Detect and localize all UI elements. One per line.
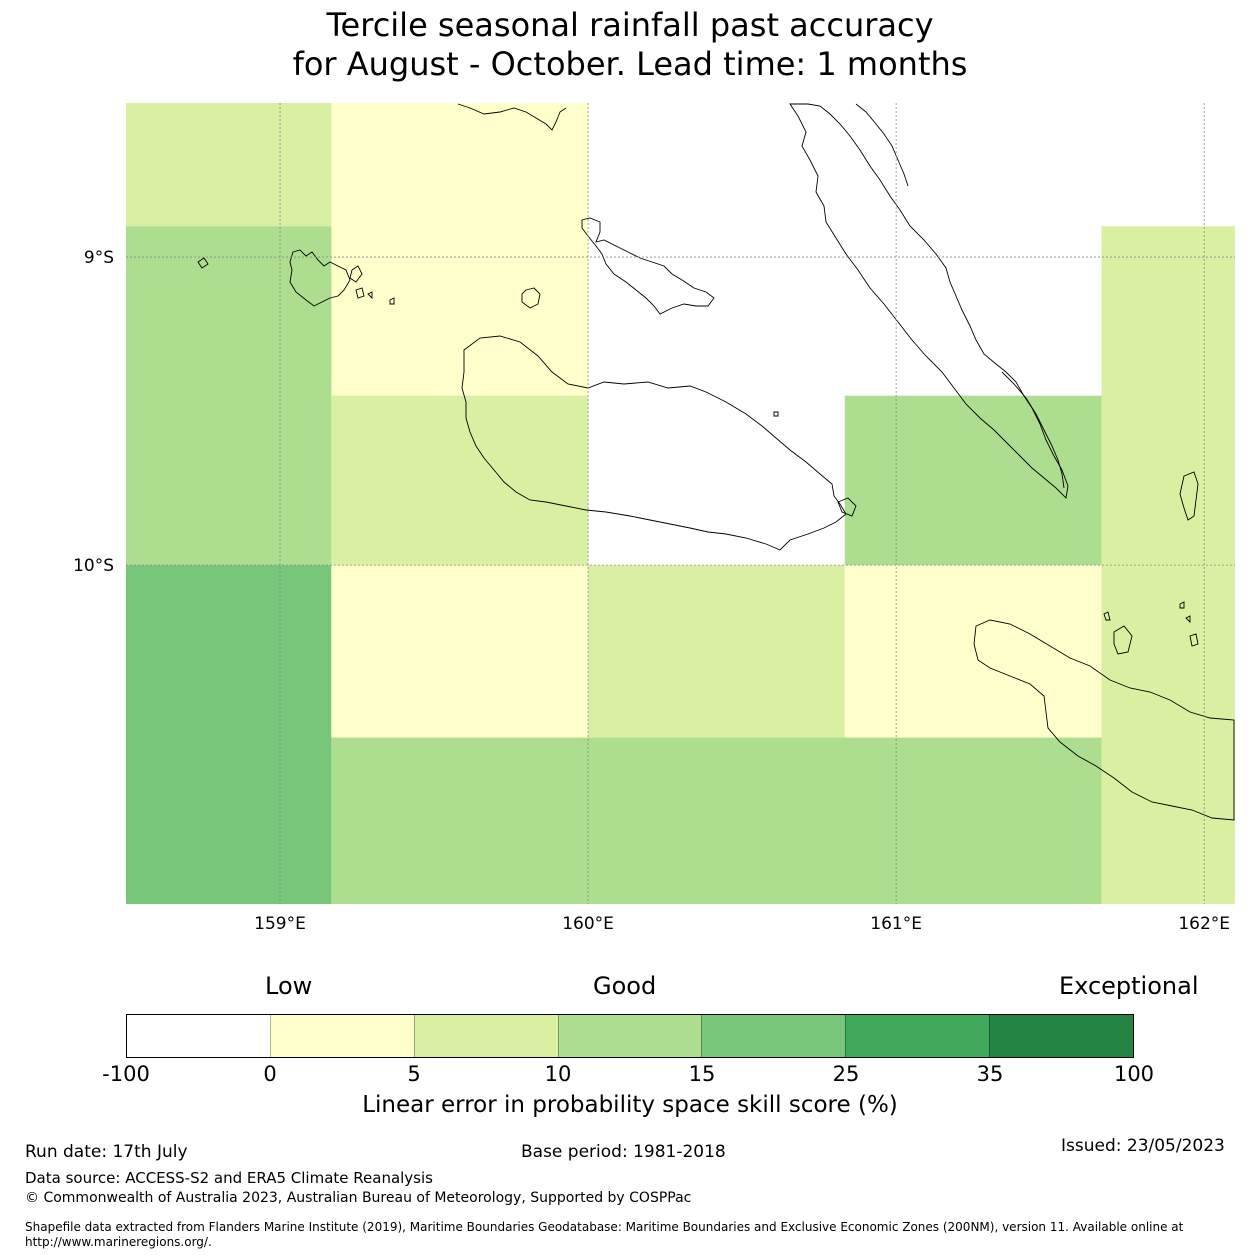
colorbar-tick-label: 25: [832, 1062, 860, 1086]
colorbar-tick-label: 0: [263, 1062, 277, 1086]
colorbar-title: Linear error in probability space skill …: [362, 1092, 898, 1118]
skill-cell: [331, 103, 589, 396]
map-figure: 159°E 160°E 161°E 162°E 9°S 10°S: [73, 103, 1235, 934]
colorbar-swatch: [701, 1015, 846, 1057]
colorbar-swatch: [989, 1015, 1134, 1057]
skill-cell: [844, 565, 1102, 738]
coastline-malaita: [789, 103, 1069, 499]
copyright: © Commonwealth of Australia 2023, Austra…: [25, 1190, 692, 1206]
coastline-tiny-islet: [773, 411, 779, 417]
graticule: [126, 103, 1235, 904]
skill-cell: [126, 226, 332, 566]
lon-tick-label: 160°E: [562, 914, 614, 934]
coastline-guadalcanal: [461, 335, 847, 551]
colorbar-tick-label: 15: [688, 1062, 716, 1086]
skill-cell: [844, 395, 1102, 566]
skill-cell: [331, 737, 1102, 904]
coastline-makira-islet-c: [1179, 601, 1185, 609]
skill-cell: [1101, 226, 1235, 566]
coastline-islet-c: [355, 287, 365, 299]
colorbar-swatch: [269, 1015, 414, 1057]
chart-title-line1: Tercile seasonal rainfall past accuracy: [326, 6, 934, 44]
skill-cell: [331, 395, 589, 566]
base-period: Base period: 1981-2018: [521, 1142, 726, 1162]
coastline-islet-d: [389, 297, 395, 305]
lon-tick-label: 162°E: [1178, 914, 1230, 934]
coastline-florida-islands: [289, 249, 351, 307]
coastline-islet-b: [349, 265, 363, 283]
lat-tick-label: 10°S: [73, 556, 114, 576]
coastline-makira-islet-d: [1185, 615, 1191, 624]
axis-labels: 159°E 160°E 161°E 162°E 9°S 10°S: [73, 248, 1230, 934]
lon-tick-label: 159°E: [254, 914, 306, 934]
coastline-ulawa: [1179, 471, 1199, 521]
colorbar-swatch: [413, 1015, 558, 1057]
skill-cell: [126, 103, 332, 227]
coastline-makira-islet-a: [1113, 625, 1133, 655]
coastline-nggela: [581, 217, 715, 315]
lon-tick-label: 161°E: [870, 914, 922, 934]
colorbar-tick-label: 35: [976, 1062, 1004, 1086]
skill-cell: [1101, 565, 1235, 904]
colorbar-swatch: [557, 1015, 702, 1057]
chart-title-line2: for August - October. Lead time: 1 month…: [292, 45, 968, 83]
colorbar-swatch: [845, 1015, 990, 1057]
colorbar-tick-label: -100: [102, 1062, 150, 1086]
colorbar-tick-label: 5: [407, 1062, 421, 1086]
skill-cell: [126, 565, 332, 904]
colorbar-label-exceptional: Exceptional: [1059, 972, 1199, 1000]
skill-cell: [331, 565, 589, 738]
coastline-makira-islet-b: [1103, 611, 1111, 621]
coastlines: [197, 103, 1235, 821]
coastline-islet-a: [197, 257, 209, 269]
colorbar-label-low: Low: [265, 972, 313, 1000]
colorbar-tick-label: 10: [544, 1062, 572, 1086]
colorbar-label-good: Good: [593, 972, 657, 1000]
shapefile-credit: Shapefile data extracted from Flanders M…: [25, 1220, 1184, 1249]
coastline-islet-e: [367, 291, 373, 300]
coastline-guadalcanal-islet: [837, 497, 857, 517]
skill-grid: [126, 103, 1235, 904]
run-date: Run date: 17th July: [25, 1142, 188, 1162]
colorbar-swatch: [127, 1015, 270, 1057]
colorbar: [126, 1014, 1134, 1058]
lat-tick-label: 9°S: [84, 248, 114, 268]
issued-date: Issued: 23/05/2023: [1061, 1136, 1225, 1156]
data-source: Data source: ACCESS-S2 and ERA5 Climate …: [25, 1169, 433, 1187]
coastline-makira: [973, 619, 1235, 821]
skill-cell: [588, 565, 845, 738]
coastline-north-islet: [457, 103, 567, 131]
colorbar-tick-label: 100: [1113, 1062, 1155, 1086]
coastline-savo: [521, 287, 541, 309]
coastline-small-malaita: [1001, 371, 1065, 489]
coastline-makira-islet-e: [1189, 633, 1199, 647]
coastline-malaita-north: [855, 103, 909, 187]
